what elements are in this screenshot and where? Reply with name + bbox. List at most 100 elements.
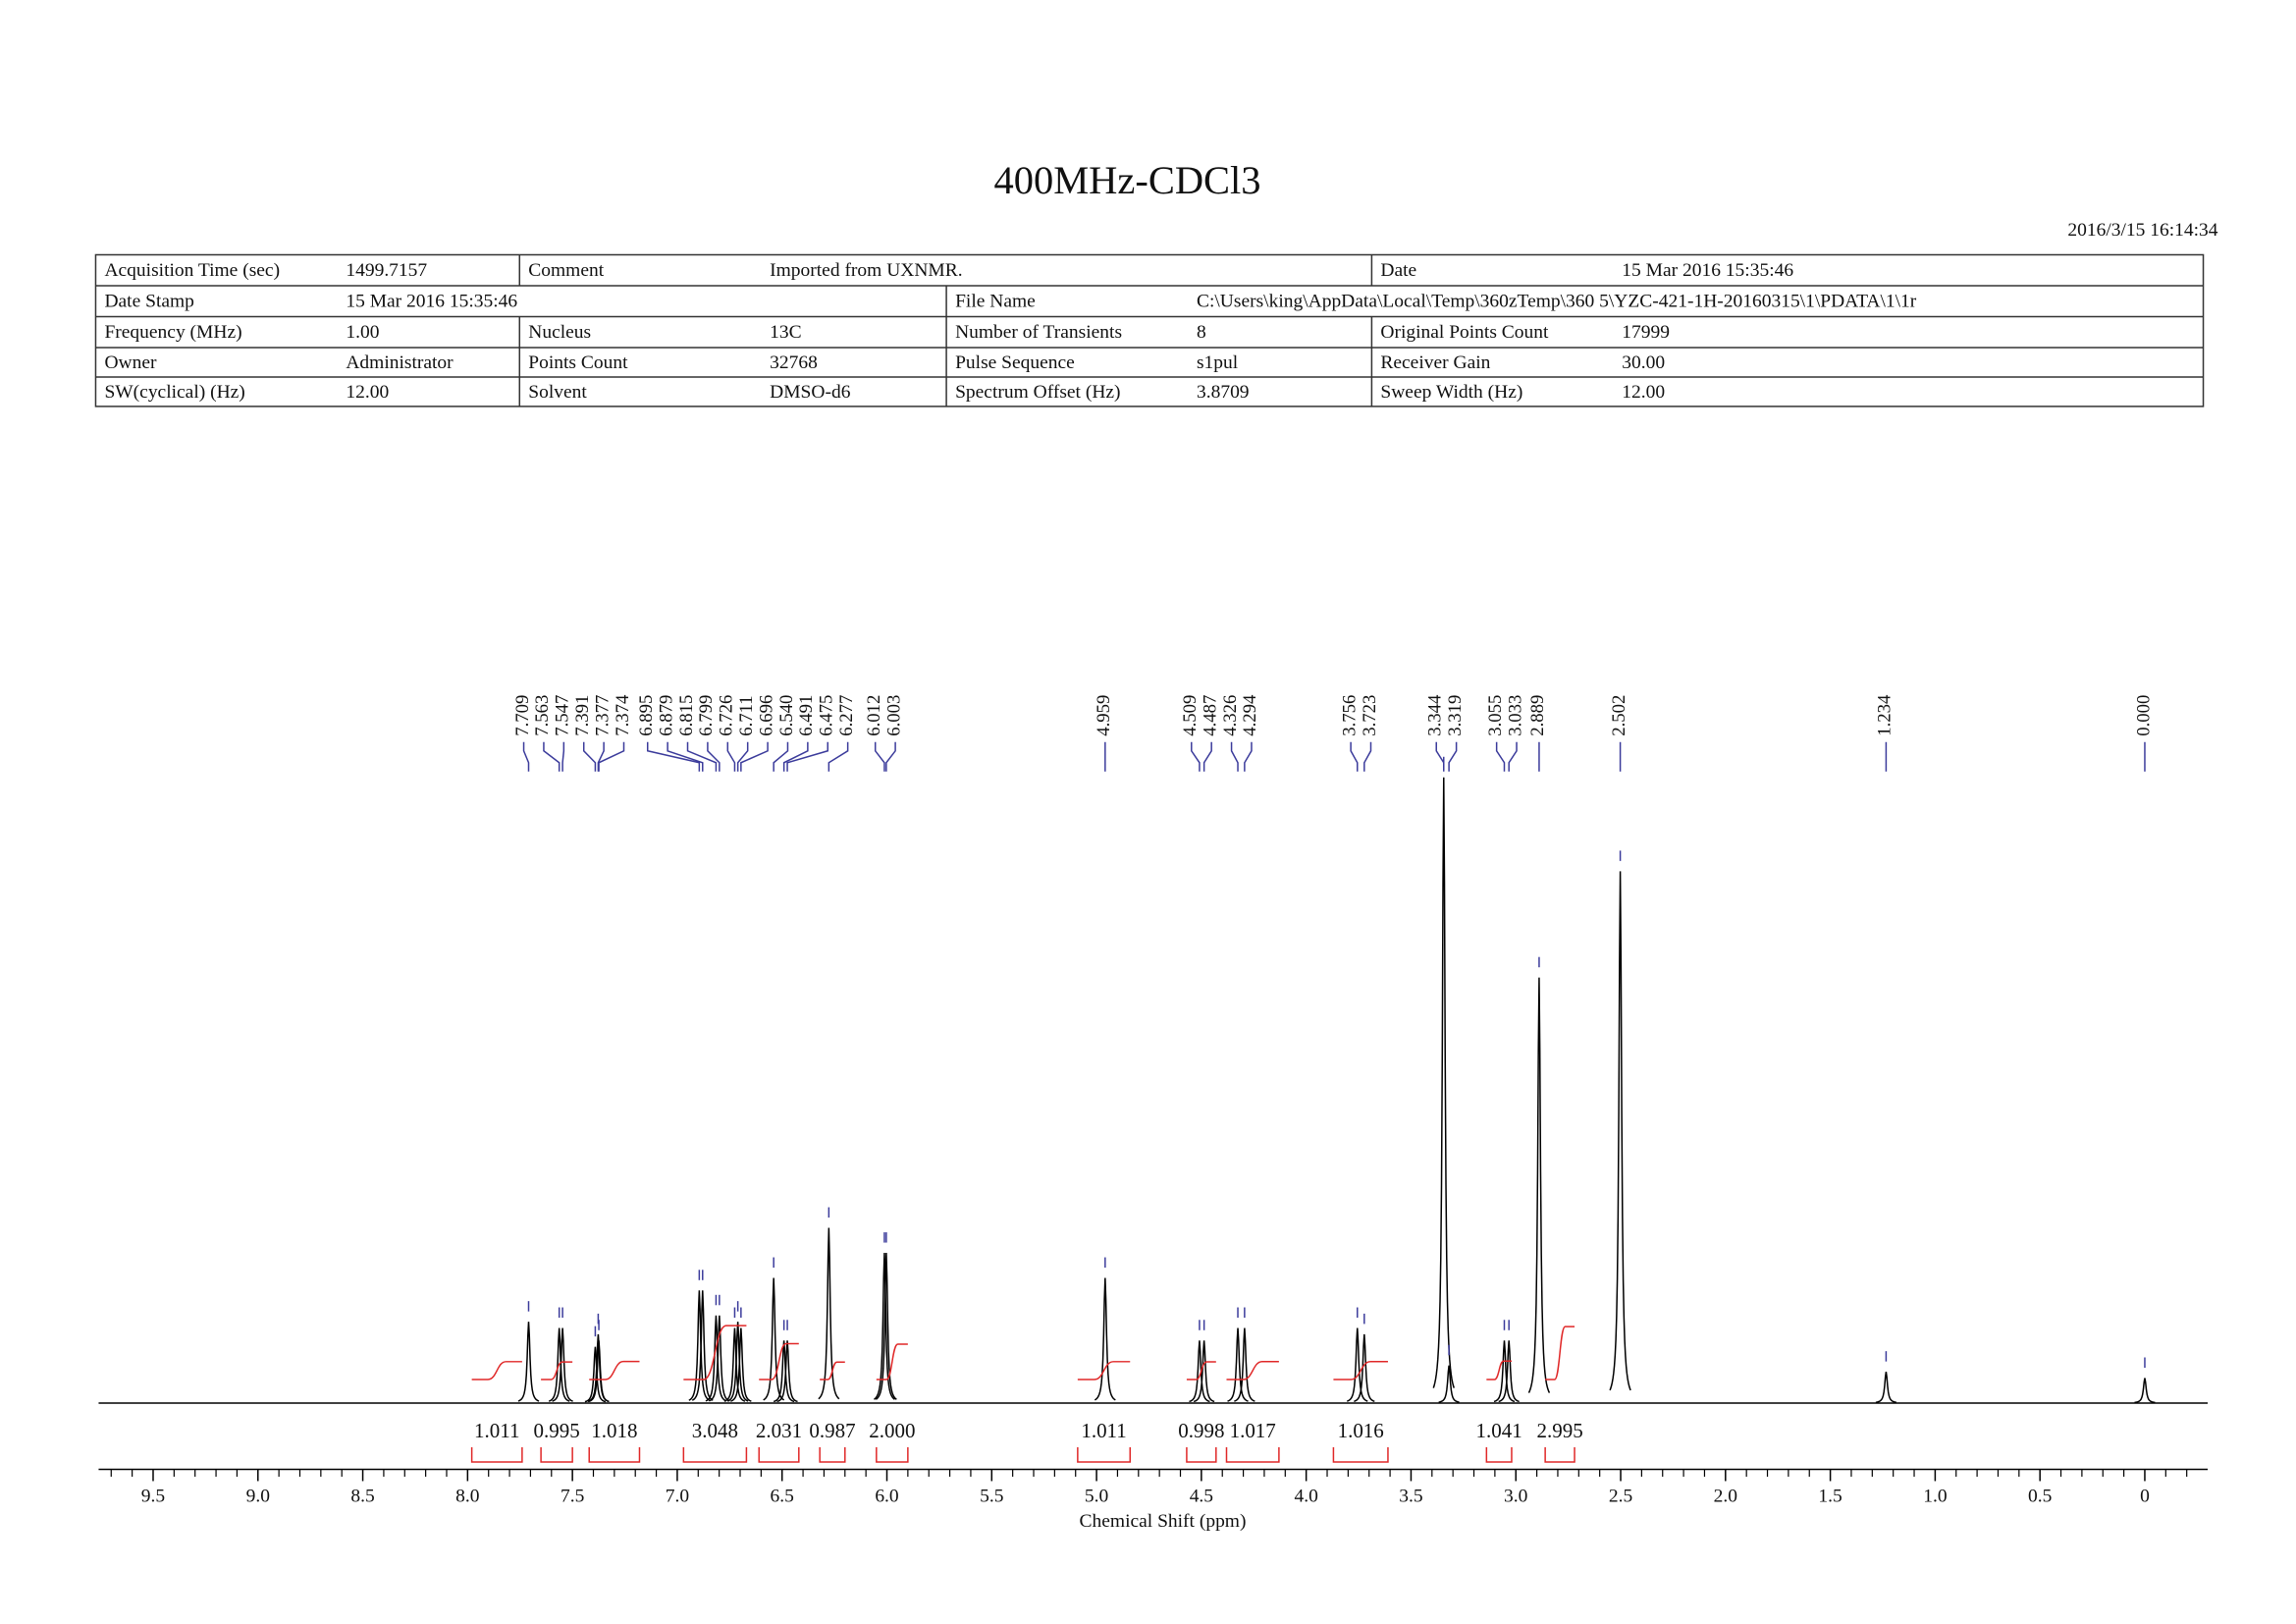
peak-label: 6.696 xyxy=(756,695,776,736)
peak-label: 6.879 xyxy=(656,695,676,736)
peak-label-connector xyxy=(707,741,721,772)
peak xyxy=(818,1227,840,1400)
integral-label: 1.011 xyxy=(1081,1419,1126,1442)
peak xyxy=(776,1340,798,1403)
integral-bracket xyxy=(1077,1446,1132,1463)
integral-label: 2.031 xyxy=(756,1419,802,1442)
x-tick-label: 2.0 xyxy=(1714,1486,1737,1506)
peak-label: 6.711 xyxy=(736,695,757,735)
peak xyxy=(1527,977,1551,1393)
param-value: 30.00 xyxy=(1622,352,1665,373)
peak xyxy=(705,1315,727,1402)
table-border xyxy=(94,253,2205,407)
peak-label: 6.491 xyxy=(796,695,817,736)
integral-bracket xyxy=(1332,1446,1389,1463)
param-value: 15 Mar 2016 15:35:46 xyxy=(1622,260,1793,281)
x-tick-label: 6.5 xyxy=(771,1486,794,1506)
x-tick-label: 0 xyxy=(2140,1486,2150,1506)
param-label: Acquisition Time (sec) xyxy=(104,260,280,281)
peak xyxy=(517,1322,540,1402)
param-label: Spectrum Offset (Hz) xyxy=(955,382,1120,403)
param-value: 17999 xyxy=(1622,322,1670,343)
timestamp: 2016/3/15 16:14:34 xyxy=(2067,220,2217,241)
peak-label-connector xyxy=(686,741,718,772)
x-tick-label: 7.0 xyxy=(666,1486,689,1506)
param-label: Original Points Count xyxy=(1380,322,1549,343)
x-tick-label: 8.5 xyxy=(350,1486,374,1506)
param-value: 15 Mar 2016 15:35:46 xyxy=(346,292,517,312)
peak-label: 6.475 xyxy=(817,695,837,736)
x-tick-label: 1.0 xyxy=(1923,1486,1947,1506)
param-label: Date Stamp xyxy=(104,292,193,312)
integral-label: 1.041 xyxy=(1476,1419,1522,1442)
param-label: Comment xyxy=(528,260,604,281)
peak-label: 7.374 xyxy=(613,694,633,736)
integral-curve xyxy=(1333,1360,1388,1380)
peak-label-connector xyxy=(828,741,849,772)
peak-label-connector xyxy=(543,741,561,772)
integral-label: 3.048 xyxy=(692,1419,738,1442)
peak-label-connector xyxy=(667,741,704,772)
peak xyxy=(773,1340,795,1403)
integral-bracket xyxy=(819,1446,846,1463)
peak-label: 6.815 xyxy=(676,695,697,736)
peak xyxy=(548,1327,570,1402)
integral-bracket xyxy=(1485,1446,1513,1463)
x-tick-label: 4.5 xyxy=(1190,1486,1213,1506)
param-label: Date xyxy=(1380,260,1416,281)
peak-label: 3.756 xyxy=(1339,695,1360,736)
x-tick-label: 7.5 xyxy=(561,1486,584,1506)
integral-label: 1.011 xyxy=(474,1419,519,1442)
integral-bracket xyxy=(682,1446,748,1463)
peak xyxy=(1493,1340,1516,1403)
peak-label: 3.055 xyxy=(1485,695,1506,736)
peak xyxy=(584,1346,607,1403)
x-tick-label: 4.0 xyxy=(1294,1486,1317,1506)
peak-label-connector xyxy=(1495,741,1506,772)
x-tick-label: 5.0 xyxy=(1085,1486,1108,1506)
peak-label-connector xyxy=(1508,741,1518,772)
x-tick-label: 2.5 xyxy=(1609,1486,1632,1506)
integral-curve xyxy=(1186,1361,1216,1380)
peak-label: 2.502 xyxy=(1609,695,1629,736)
peak-label-connector xyxy=(1230,741,1239,772)
peak xyxy=(730,1327,752,1402)
param-value: C:\Users\king\AppData\Local\Temp\360zTem… xyxy=(1197,292,1917,312)
integral-bracket xyxy=(470,1446,523,1463)
peak-label-connector xyxy=(522,741,530,772)
param-value: 1499.7157 xyxy=(346,260,427,281)
integral-bracket xyxy=(1544,1446,1575,1463)
param-value: 8 xyxy=(1197,322,1206,343)
peak xyxy=(1438,1365,1460,1403)
peak-label: 2.889 xyxy=(1527,695,1548,736)
peak-label-connector xyxy=(598,741,625,772)
peak xyxy=(688,1290,711,1401)
param-label: Frequency (MHz) xyxy=(104,322,241,343)
peak-label: 6.540 xyxy=(776,695,797,736)
x-tick-label: 9.0 xyxy=(246,1486,270,1506)
x-tick-label: 9.5 xyxy=(141,1486,165,1506)
param-value: 12.00 xyxy=(1622,382,1665,403)
integral-label: 2.000 xyxy=(869,1419,915,1442)
integral-curve xyxy=(1545,1326,1575,1380)
peak xyxy=(726,1322,749,1402)
integral-label: 0.995 xyxy=(534,1419,580,1442)
param-label: File Name xyxy=(955,292,1036,312)
param-label: Sweep Width (Hz) xyxy=(1380,382,1522,403)
peak-label-connector xyxy=(646,741,701,772)
integral-label: 1.017 xyxy=(1230,1419,1276,1442)
peak xyxy=(1875,1372,1897,1403)
peak-label: 3.319 xyxy=(1445,695,1466,736)
peak-label-connector xyxy=(874,741,885,772)
integral-bracket xyxy=(588,1446,641,1463)
peak xyxy=(1609,871,1631,1391)
peak-label-connector xyxy=(1350,741,1359,772)
peak-label-connector xyxy=(1191,741,1201,772)
peak xyxy=(2134,1378,2156,1404)
integral-curve xyxy=(589,1360,640,1380)
peak-label: 4.959 xyxy=(1094,695,1114,736)
integral-curve xyxy=(541,1361,573,1380)
peak-label: 4.326 xyxy=(1220,695,1241,736)
